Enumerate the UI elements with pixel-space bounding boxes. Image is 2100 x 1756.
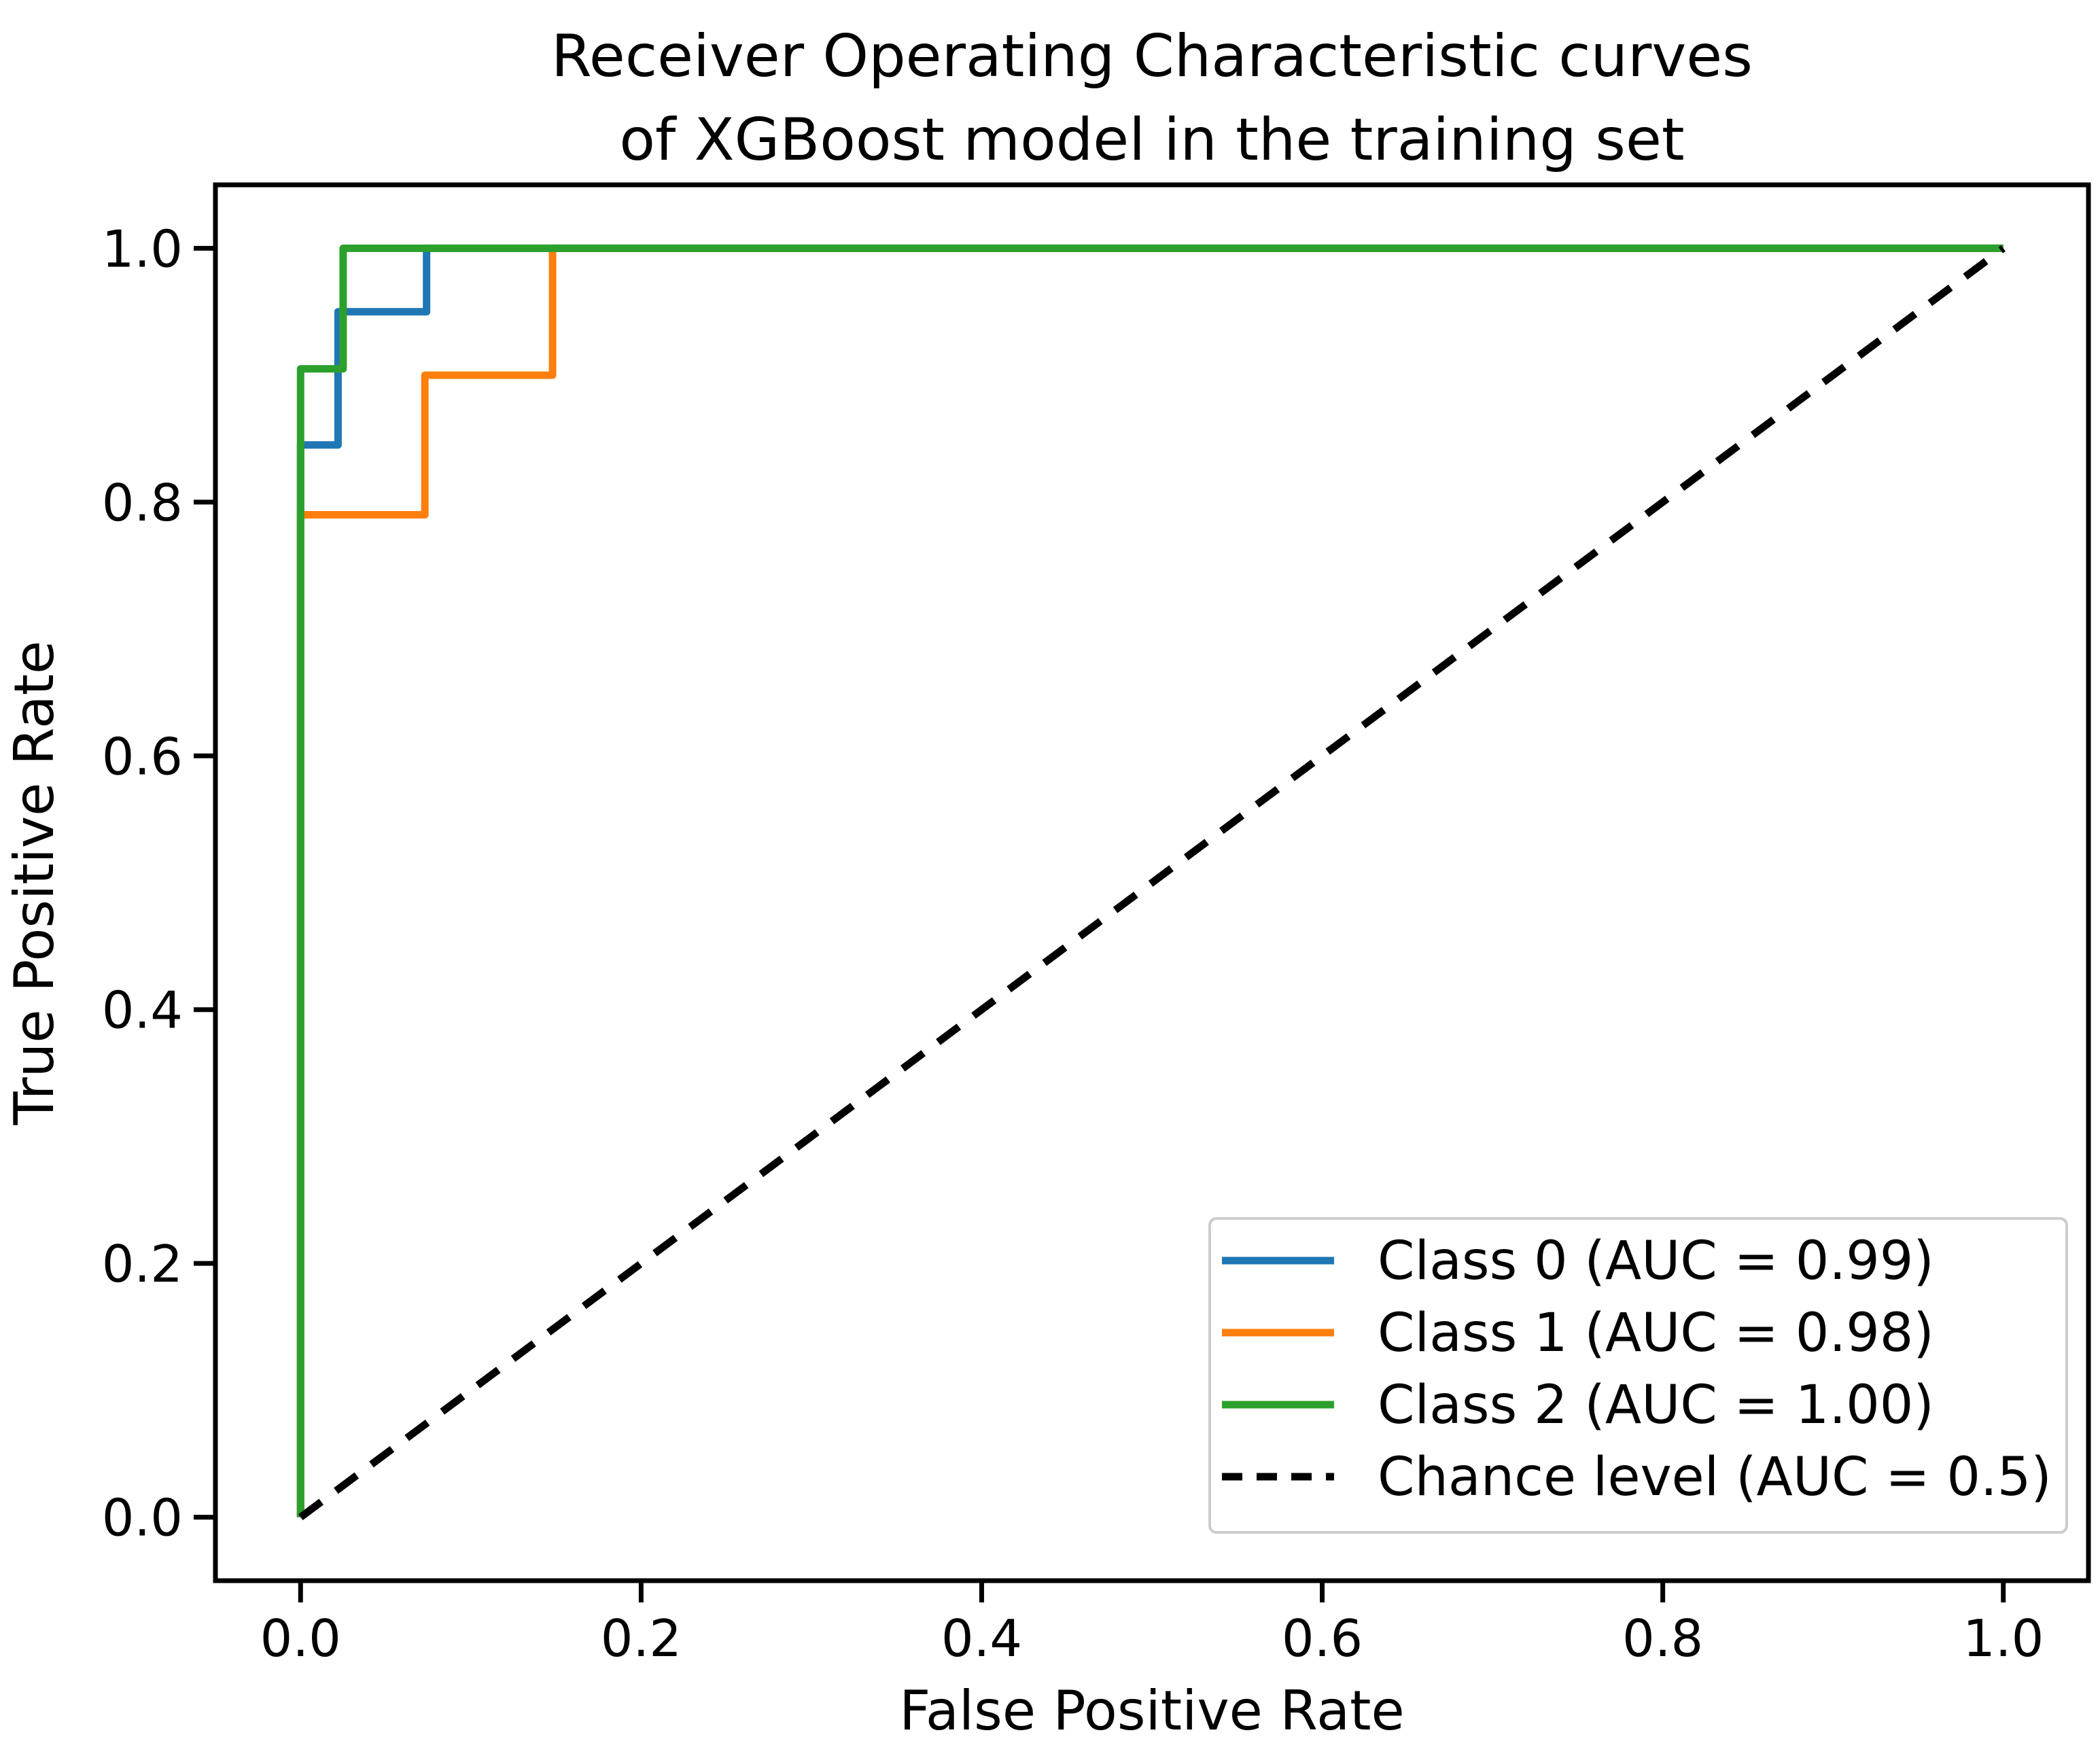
axes-layer: 0.0 0.2 0.4 0.6 0.8 1.0 0.0 0.2 0.4 0.6 0.8 1.0 xyxy=(102,182,2091,1668)
y-tick-label: 0.8 xyxy=(102,473,183,533)
x-tick-label: 0.6 xyxy=(1282,1609,1363,1668)
x-tick-label: 0.4 xyxy=(941,1609,1022,1668)
y-tick-label: 0.0 xyxy=(102,1488,183,1548)
plot-frame xyxy=(213,182,2091,1583)
legend-item-chance-level: Chance level (AUC = 0.5) xyxy=(1222,1447,2052,1508)
legend-item-class-0: Class 0 (AUC = 0.99) xyxy=(1222,1231,1934,1292)
y-tick-label: 0.4 xyxy=(102,981,183,1040)
legend-box xyxy=(1208,1217,2068,1534)
legend-item-class-2: Class 2 (AUC = 1.00) xyxy=(1222,1375,1934,1436)
y-axis-label: True Positive Rate xyxy=(3,641,66,1126)
x-tick-label: 1.0 xyxy=(1963,1609,2044,1668)
y-tick-label: 0.6 xyxy=(102,726,183,786)
y-tick-label: 0.2 xyxy=(102,1234,183,1294)
legend-label-chance-level: Chance level (AUC = 0.5) xyxy=(1378,1447,2052,1508)
chart-title-line2: of XGBoost model in the training set xyxy=(619,106,1684,174)
roc-curve-chance-level xyxy=(298,245,2006,1521)
legend-item-class-1: Class 1 (AUC = 0.98) xyxy=(1222,1303,1934,1364)
x-tick-label: 0.2 xyxy=(601,1609,682,1668)
x-axis-label: False Positive Rate xyxy=(899,1679,1405,1742)
x-tick-label: 0.8 xyxy=(1622,1609,1703,1668)
roc-curves-layer xyxy=(296,244,2006,1521)
legend-label-class-0: Class 0 (AUC = 0.99) xyxy=(1378,1231,1934,1292)
legend-label-class-2: Class 2 (AUC = 1.00) xyxy=(1378,1375,1934,1436)
chart-title-line1: Receiver Operating Characteristic curves xyxy=(551,22,1753,90)
legend-label-class-1: Class 1 (AUC = 0.98) xyxy=(1378,1303,1934,1364)
roc-curve-class-2 xyxy=(296,244,2003,1517)
legend: Class 0 (AUC = 0.99) Class 1 (AUC = 0.98)… xyxy=(1208,1217,2068,1534)
y-tick-label: 1.0 xyxy=(102,219,183,279)
x-tick-label: 0.0 xyxy=(260,1609,341,1668)
